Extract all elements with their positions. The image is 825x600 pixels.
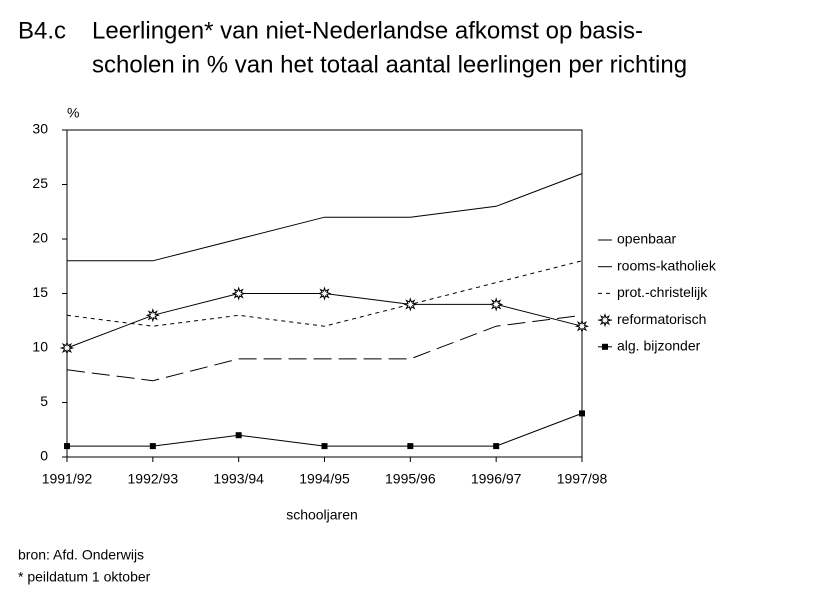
y-tick-label: 20 [32,230,48,246]
y-tick-label: 30 [32,121,48,137]
series-line [67,412,583,447]
legend-label: prot.-christelijk [617,284,708,300]
series-line [66,314,583,382]
legend-marker [602,343,608,350]
data-point [489,297,504,312]
data-point [145,308,160,323]
y-tick-label: 0 [40,448,48,464]
chart-title: Leerlingen* van niet-Nederlandse afkomst… [92,17,643,44]
data-point [231,286,246,301]
y-tick-label: 25 [32,175,48,191]
legend-label: reformatorisch [617,311,706,327]
data-point [317,286,332,301]
source-note: bron: Afd. Onderwijs [18,547,144,563]
x-tick-label: 1991/92 [42,471,93,487]
data-point [321,443,328,450]
x-tick-label: 1994/95 [299,471,350,487]
data-point [64,443,70,450]
legend-label: alg. bijzonder [617,338,701,354]
data-point [59,340,75,356]
y-axis-label: % [67,105,79,121]
data-point [235,432,242,439]
x-tick-label: 1997/98 [557,471,608,487]
series-line [66,293,583,349]
data-point [149,443,156,450]
y-tick-label: 10 [32,339,48,355]
x-tick-label: 1993/94 [213,471,264,487]
data-point [579,410,585,417]
x-axis-label: schooljaren [286,507,358,523]
chart-title: scholen in % van het totaal aantal leerl… [92,51,687,78]
x-tick-label: 1996/97 [471,471,522,487]
x-tick-label: 1992/93 [128,471,179,487]
data-point [574,319,590,334]
data-point [407,443,414,450]
x-tick-label: 1995/96 [385,471,436,487]
footnote: * peildatum 1 oktober [18,569,151,585]
series-line [66,260,583,327]
y-tick-label: 5 [40,393,48,409]
data-point [493,443,500,450]
series-line [67,173,583,262]
legend-marker [597,312,613,328]
data-point [403,297,418,312]
legend-label: rooms-katholiek [617,257,717,273]
legend-label: openbaar [617,231,677,247]
y-tick-label: 15 [32,284,48,300]
figure-label: B4.c [18,17,66,44]
